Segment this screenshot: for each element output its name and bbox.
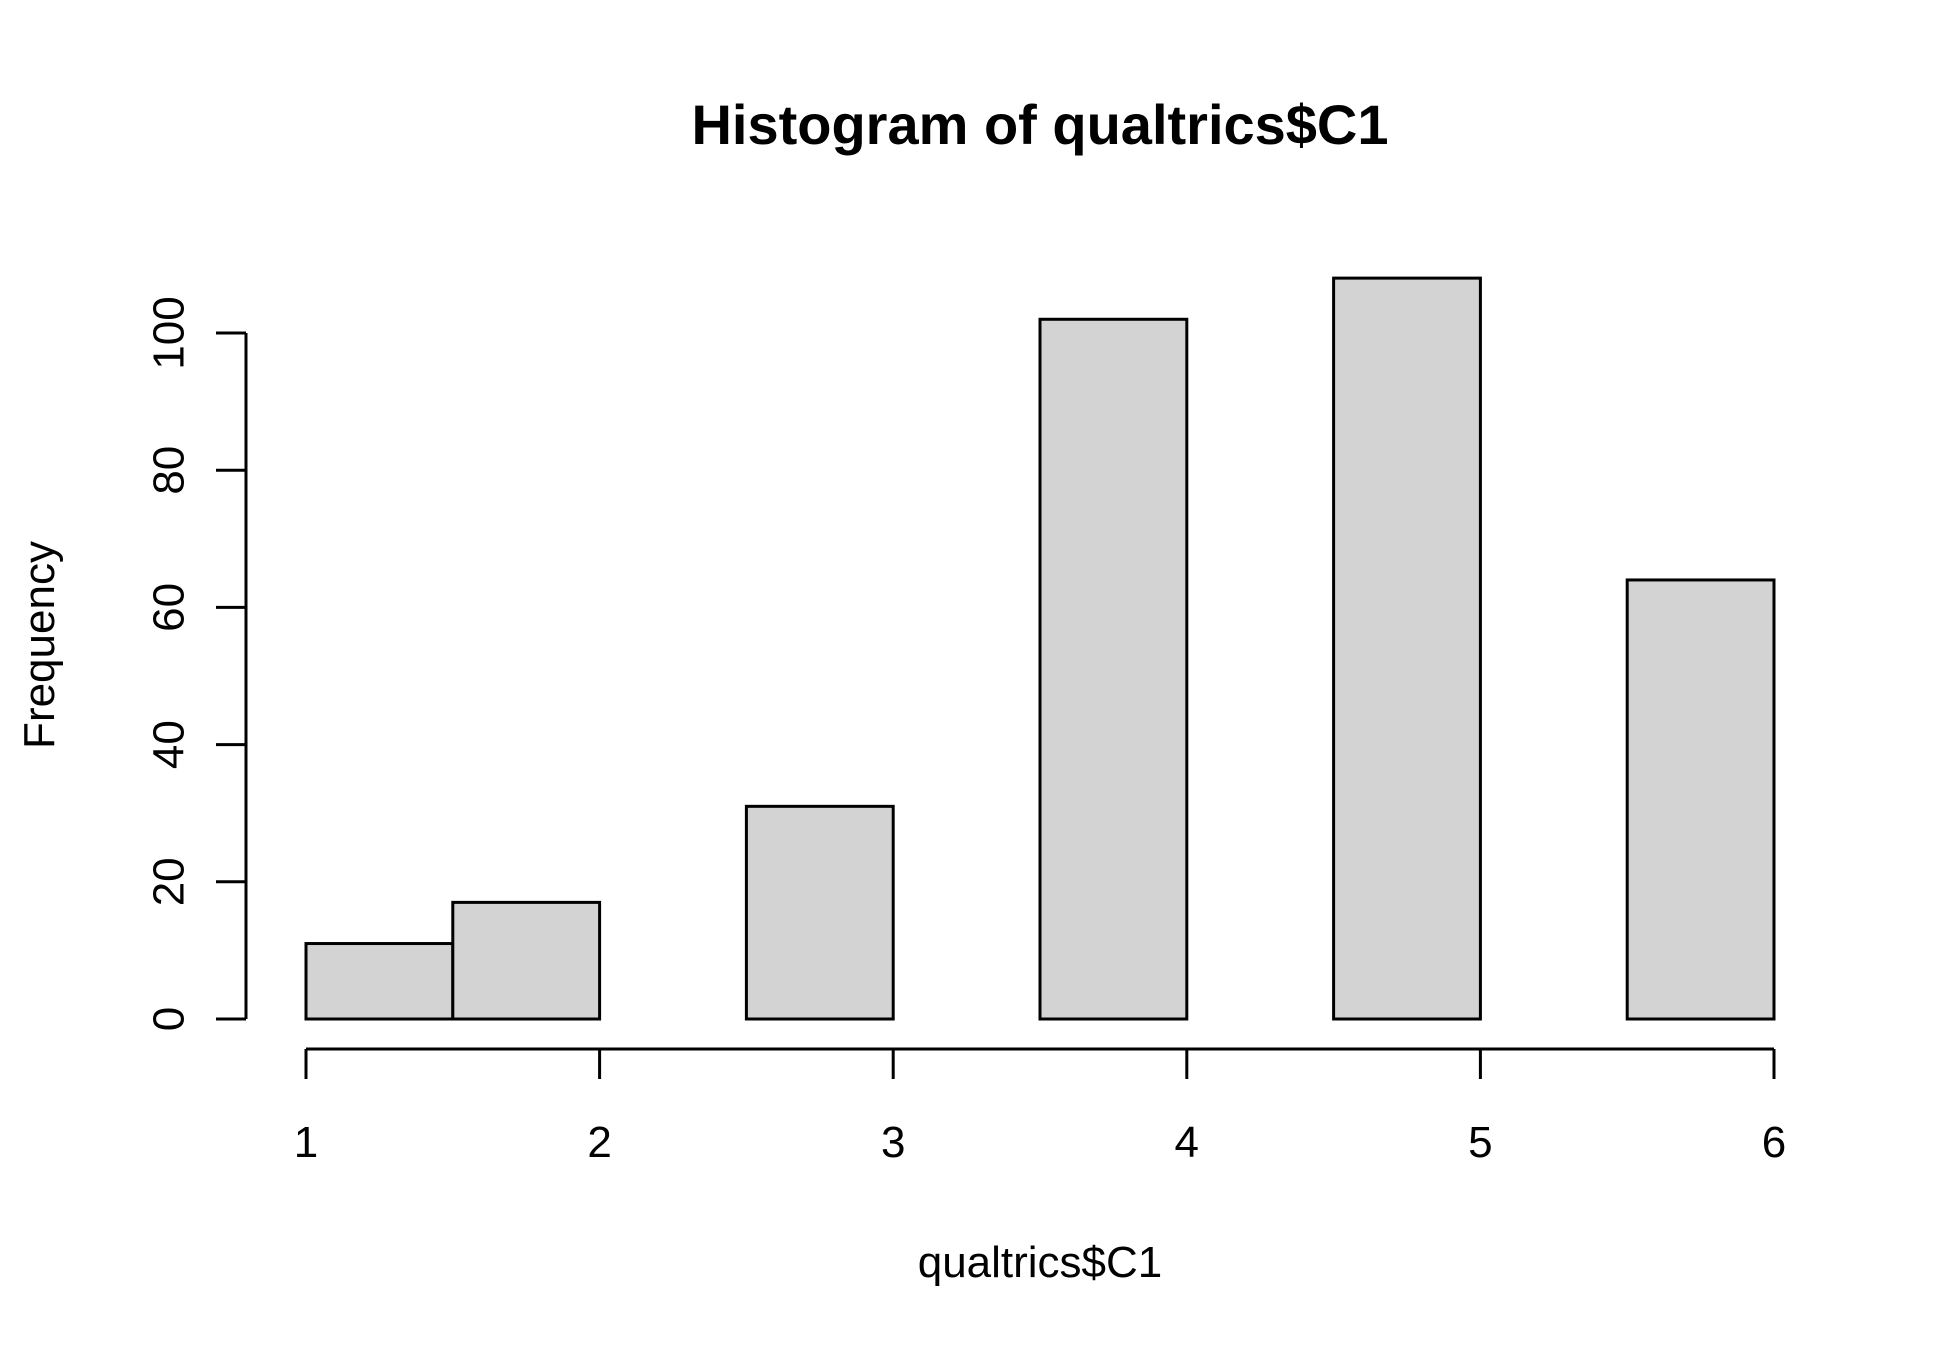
y-axis: 0 20 40 60 80 100 <box>145 296 248 1031</box>
y-tick-label: 60 <box>145 583 194 632</box>
x-tick-label: 5 <box>1468 1118 1492 1167</box>
x-axis-label: qualtrics$C1 <box>918 1238 1163 1287</box>
y-tick-label: 100 <box>145 296 194 369</box>
x-tick-label: 3 <box>881 1118 905 1167</box>
histogram-bar <box>744 804 895 1021</box>
bars-group <box>304 276 1776 1021</box>
y-tick-label: 80 <box>145 446 194 495</box>
x-tick-label: 6 <box>1762 1118 1786 1167</box>
chart-title: Histogram of qualtrics$C1 <box>691 93 1388 156</box>
x-axis: 1 2 3 4 5 6 <box>294 1047 1786 1167</box>
x-tick-label: 1 <box>294 1118 318 1167</box>
x-tick-label: 4 <box>1175 1118 1199 1167</box>
y-axis-label: Frequency <box>15 541 64 749</box>
histogram-bar <box>304 942 455 1021</box>
y-tick-label: 40 <box>145 720 194 769</box>
histogram-bar <box>1625 578 1776 1021</box>
y-tick-label: 0 <box>145 1007 194 1031</box>
histogram-bar <box>1038 317 1189 1021</box>
x-tick-label: 2 <box>587 1118 611 1167</box>
histogram-bar <box>1332 276 1482 1021</box>
histogram-bar <box>451 900 602 1021</box>
y-tick-label: 20 <box>145 857 194 906</box>
